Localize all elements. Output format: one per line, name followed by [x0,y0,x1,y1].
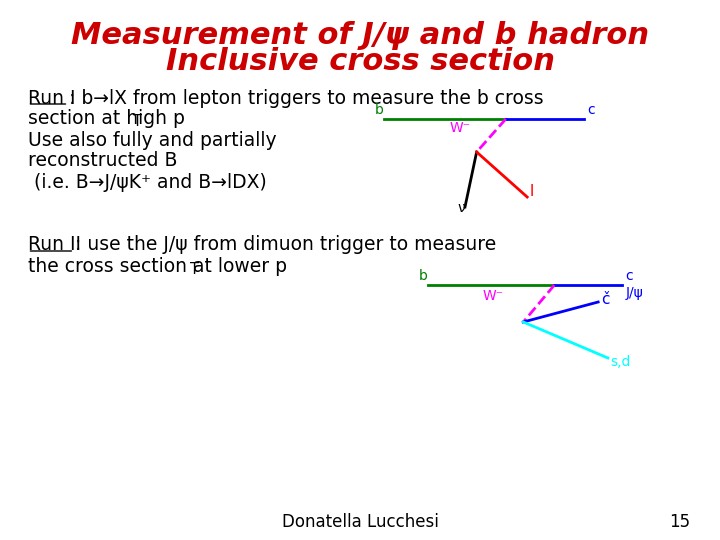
Text: s,d: s,d [610,355,630,369]
Text: T: T [132,114,142,130]
Text: Donatella Lucchesi: Donatella Lucchesi [282,513,438,531]
Text: Run II: Run II [27,235,81,254]
Text: J/ψ: J/ψ [626,286,643,300]
Text: c: c [626,269,633,283]
Text: reconstructed B: reconstructed B [27,152,177,171]
Text: the cross section at lower p: the cross section at lower p [27,258,287,276]
Text: ν: ν [457,201,465,215]
Text: c: c [588,103,595,117]
Text: Use also fully and partially: Use also fully and partially [27,131,276,150]
Text: W⁻: W⁻ [449,122,471,136]
Text: b: b [418,269,427,283]
Text: section at high p: section at high p [27,110,184,129]
Text: : use the J/ψ from dimuon trigger to measure: : use the J/ψ from dimuon trigger to mea… [75,235,496,254]
Text: č: č [601,292,610,307]
Text: b: b [374,103,384,117]
Text: 15: 15 [670,513,690,531]
Text: : b→lX from lepton triggers to measure the b cross: : b→lX from lepton triggers to measure t… [69,89,544,107]
Text: Run I: Run I [27,89,75,107]
Text: l: l [529,184,534,199]
Text: Inclusive cross section: Inclusive cross section [166,48,554,77]
Text: (i.e. B→J/ψK⁺ and B→lDX): (i.e. B→J/ψK⁺ and B→lDX) [27,172,266,192]
Text: W⁻: W⁻ [482,288,503,302]
Text: T: T [190,262,199,278]
Text: Measurement of J/ψ and b hadron: Measurement of J/ψ and b hadron [71,21,649,50]
